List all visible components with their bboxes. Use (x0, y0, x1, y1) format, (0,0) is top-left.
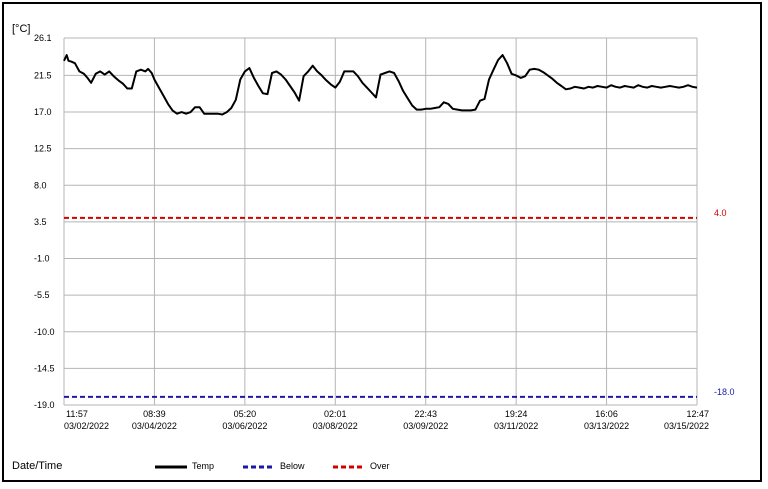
legend-label-over: Over (370, 461, 390, 471)
x-tick-time: 02:01 (324, 409, 347, 419)
x-tick-date: 03/08/2022 (313, 421, 358, 431)
x-tick-date: 03/13/2022 (584, 421, 629, 431)
x-tick-date: 03/02/2022 (64, 421, 109, 431)
y-tick-label: 17.0 (34, 107, 52, 117)
x-tick-date: 03/09/2022 (403, 421, 448, 431)
y-tick-label: 21.5 (34, 70, 52, 80)
legend-label-below: Below (280, 461, 305, 471)
x-tick-time: 12:47 (686, 409, 709, 419)
series-layer (63, 54, 698, 116)
chart-frame (2, 2, 762, 482)
x-tick-time: 08:39 (143, 409, 166, 419)
legend-label-temp: Temp (192, 461, 214, 471)
y-unit-label: [°C] (12, 23, 30, 35)
y-tick-label: -5.5 (34, 290, 50, 300)
y-tick-label: 26.1 (34, 33, 52, 43)
x-tick-time: 16:06 (595, 409, 618, 419)
y-tick-label: -1.0 (34, 254, 50, 264)
y-tick-label: -14.5 (34, 363, 55, 373)
grid (63, 37, 698, 406)
x-tick-date: 03/04/2022 (132, 421, 177, 431)
y-tick-label: 12.5 (34, 144, 52, 154)
reference-lines: 4.0 -18.0 (64, 208, 735, 398)
x-axis-label: Date/Time (12, 460, 62, 472)
x-tick-date: 03/15/2022 (664, 421, 709, 431)
x-tick-time: 05:20 (234, 409, 257, 419)
y-tick-label: 8.0 (34, 180, 47, 190)
y-tick-label: -10.0 (34, 327, 55, 337)
x-tick-time: 11:57 (66, 409, 88, 419)
x-tick-date: 03/11/2022 (494, 421, 538, 431)
x-tick-time: 19:24 (505, 409, 528, 419)
x-tick-date: 03/06/2022 (222, 421, 267, 431)
y-tick-labels: 26.1 21.5 17.0 12.5 8.0 3.5 -1.0 -5.5 -10.0 -14.5… (34, 33, 55, 410)
y-tick-label: 3.5 (34, 217, 47, 227)
y-tick-label: -19.0 (34, 400, 55, 410)
x-tick-labels: 11:57 03/02/2022 08:39 03/04/2022 05:20 03/06… (64, 409, 709, 431)
ref-label-over: 4.0 (714, 208, 727, 218)
ref-label-below: -18.0 (714, 387, 735, 397)
x-tick-time: 22:43 (414, 409, 437, 419)
series-line-temp (63, 54, 698, 116)
legend: Temp Below Over (155, 461, 390, 471)
